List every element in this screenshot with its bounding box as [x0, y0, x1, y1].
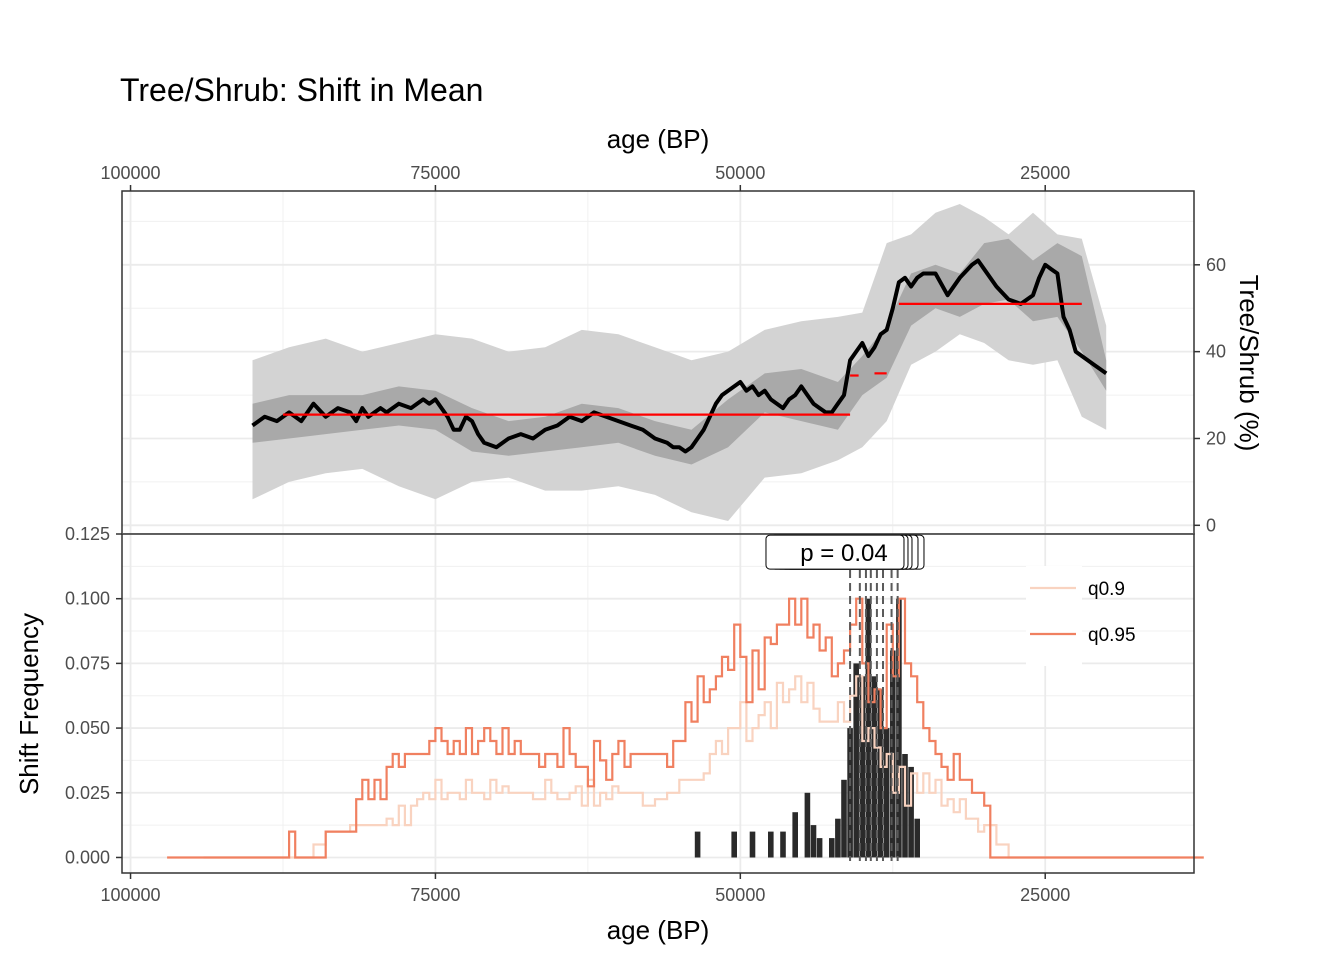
histogram-bar — [694, 831, 701, 858]
top-y-tick-label: 40 — [1206, 342, 1226, 362]
bottom-y-tick-label: 0.125 — [65, 524, 110, 544]
legend-key-background — [1026, 566, 1082, 666]
mean-series — [251, 258, 1108, 454]
histogram-bar — [835, 818, 841, 858]
top-x-tick-label: 25000 — [1020, 163, 1070, 183]
bottom-x-axis: 100000 75000 50000 25000 — [100, 873, 1070, 905]
histogram-bar — [816, 838, 823, 858]
bottom-y-tick-label: 0.100 — [65, 589, 110, 609]
top-y-tick-label: 60 — [1206, 255, 1226, 275]
top-y-tick-label: 0 — [1206, 515, 1216, 535]
step-line-q0.95 — [167, 597, 1204, 859]
bottom-panel-background — [122, 534, 1194, 873]
bottom-y-tick-label: 0.075 — [65, 653, 110, 673]
top-panel: 100000 75000 50000 25000 0 20 40 60 age (BP) T… — [100, 124, 1264, 535]
top-y-axis: 0 20 40 60 — [1194, 255, 1226, 535]
bottom-x-tick-label: 100000 — [100, 885, 160, 905]
histogram-bar — [859, 676, 866, 858]
histogram-bar — [780, 831, 786, 858]
bottom-x-tick-label: 25000 — [1020, 885, 1070, 905]
histogram-bar — [853, 663, 859, 858]
quantile-series — [167, 597, 1204, 859]
histogram-bar — [749, 831, 756, 858]
bottom-x-tick-label: 75000 — [410, 885, 460, 905]
top-x-axis-title: age (BP) — [607, 124, 710, 154]
histogram-bar — [877, 689, 884, 858]
chart-title: Tree/Shrub: Shift in Mean — [120, 72, 483, 108]
histogram-bar — [768, 831, 774, 858]
histogram-bar — [792, 812, 798, 858]
bottom-y-tick-label: 0.000 — [65, 847, 110, 867]
p-value-annotation: p = 0.04 — [765, 534, 925, 570]
mean-line — [251, 258, 1108, 454]
histogram-bar — [810, 825, 817, 858]
top-y-axis-title: Tree/Shrub (%) — [1234, 275, 1264, 452]
bottom-panel: p = 0.04 q0.9 q0.95 100000 75000 50000 25000… — [14, 524, 1204, 945]
p-value-label: p = 0.04 — [800, 540, 887, 567]
bottom-x-tick-label: 50000 — [715, 885, 765, 905]
histogram-bar — [731, 831, 737, 858]
legend-label-q0.9: q0.9 — [1088, 579, 1125, 600]
histogram-bar — [871, 676, 878, 858]
histogram-bar — [804, 792, 811, 858]
legend-label-q0.95: q0.95 — [1088, 625, 1136, 646]
histogram-bar — [841, 779, 847, 858]
regime-means — [282, 302, 1082, 416]
band-inner — [252, 238, 1107, 465]
histogram-bar — [896, 598, 902, 858]
p-value-label-box — [765, 534, 905, 570]
histogram-bar — [829, 838, 835, 858]
histogram-bar — [883, 728, 890, 858]
bottom-x-axis-title: age (BP) — [607, 915, 710, 945]
top-y-tick-label: 20 — [1206, 428, 1226, 448]
bottom-y-axis: 0.000 0.025 0.050 0.075 0.100 0.125 — [65, 524, 122, 867]
bottom-panel-border — [121, 533, 1195, 874]
confidence-bands — [252, 204, 1107, 521]
step-line-q0.9 — [203, 675, 1180, 859]
top-x-tick-label: 100000 — [100, 163, 160, 183]
histogram-bar — [908, 766, 914, 858]
top-x-axis: 100000 75000 50000 25000 — [100, 163, 1070, 191]
bottom-y-tick-label: 0.050 — [65, 718, 110, 738]
top-x-tick-label: 50000 — [715, 163, 765, 183]
legend: q0.9 q0.95 — [1026, 566, 1136, 666]
bottom-y-axis-title: Shift Frequency — [14, 613, 44, 795]
change-point-lines — [849, 570, 899, 861]
bottom-y-tick-label: 0.025 — [65, 783, 110, 803]
top-x-tick-label: 75000 — [410, 163, 460, 183]
histogram-bar — [914, 818, 920, 858]
